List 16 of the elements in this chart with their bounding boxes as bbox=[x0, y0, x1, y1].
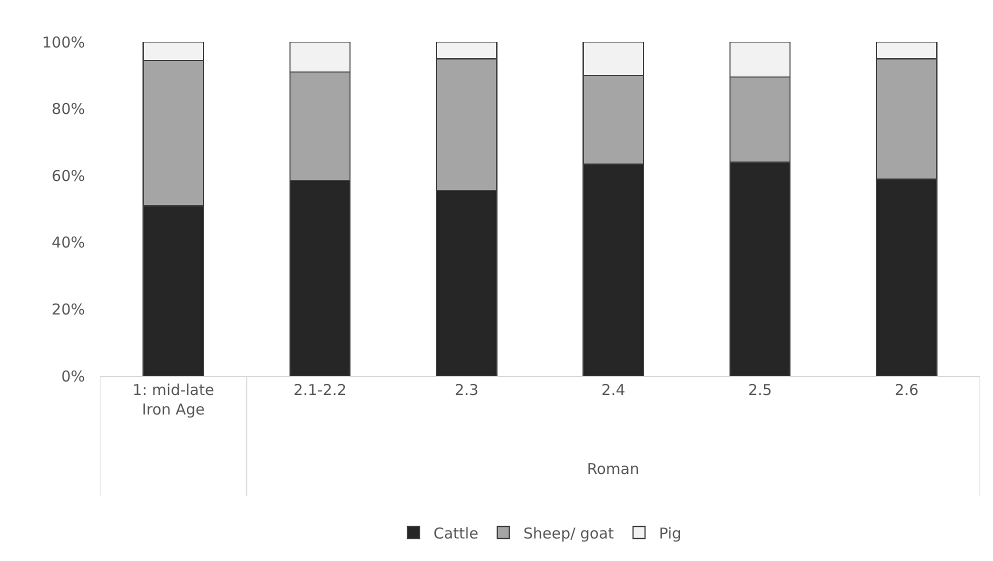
y-tick-label: 100% bbox=[42, 33, 85, 52]
x-tick-label: 2.5 bbox=[748, 381, 772, 399]
y-tick-label: 60% bbox=[52, 166, 85, 185]
text: Roman bbox=[587, 460, 640, 478]
legend-label: Sheep/ goat bbox=[523, 524, 614, 542]
x-tick-label: 2.1-2.2 bbox=[293, 381, 347, 399]
legend-label: Cattle bbox=[434, 524, 478, 542]
x-tick-label: 2.3 bbox=[454, 381, 479, 399]
y-tick-label: 40% bbox=[52, 234, 85, 252]
y-tick-label: 80% bbox=[52, 100, 85, 118]
x-tick-label: 2.4 bbox=[601, 381, 626, 399]
legend-label: Pig bbox=[659, 524, 682, 542]
y-tick-label: 20% bbox=[52, 300, 85, 318]
y-tick-label: 0% bbox=[61, 367, 85, 386]
x-tick-label: 2.6 bbox=[894, 381, 919, 399]
x-tick-label: 1: mid-late Iron Age bbox=[132, 381, 214, 418]
